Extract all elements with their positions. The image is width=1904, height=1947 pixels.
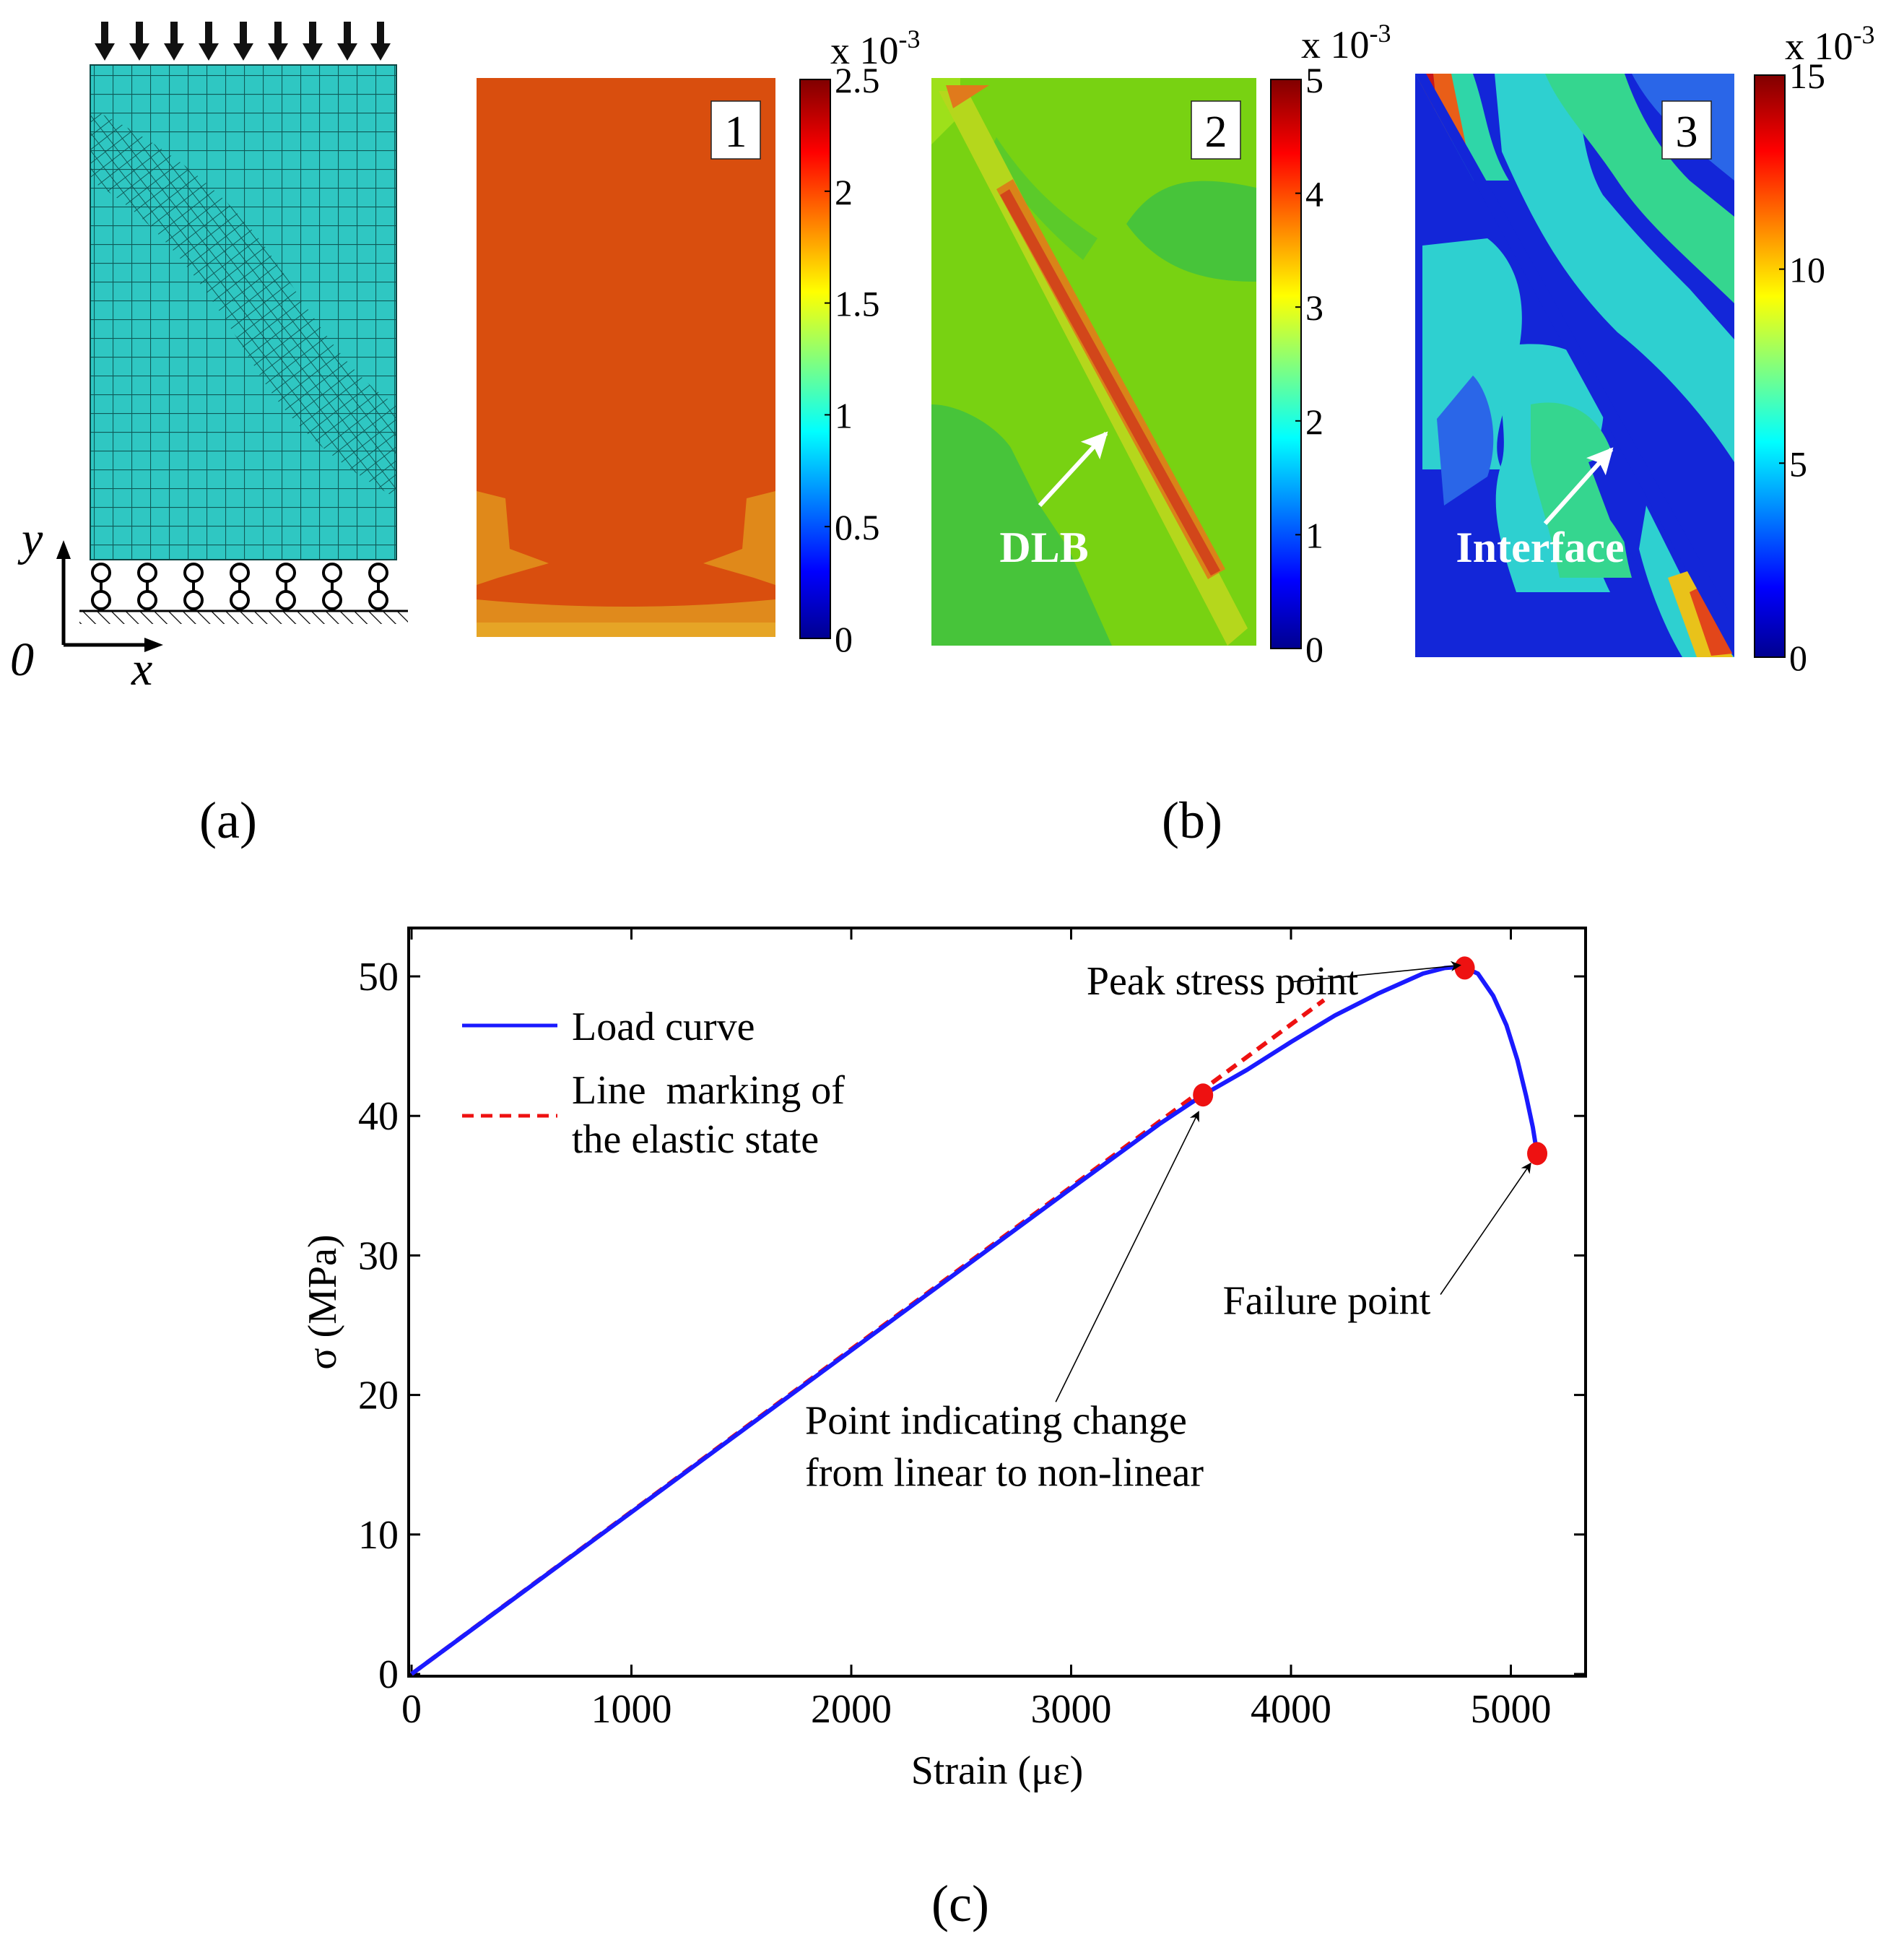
- x-tick-label: 1000: [591, 1687, 672, 1732]
- x-tick-label: 2000: [811, 1687, 892, 1732]
- x-tick-label: 0: [401, 1687, 422, 1732]
- panel-c-label: (c): [931, 1875, 989, 1933]
- colorbar-1-tick-label: 0: [835, 619, 853, 659]
- coordinate-axes: [56, 540, 163, 652]
- x-tick-label: 3000: [1031, 1687, 1112, 1732]
- axis-origin-label: 0: [10, 633, 34, 686]
- marker-failure: [1527, 1142, 1548, 1166]
- legend-label-load-curve: Load curve: [572, 1005, 755, 1049]
- colorbar-3-multiplier: x 10-3: [1785, 20, 1875, 68]
- peak-annotation-text: Peak stress point: [1087, 959, 1359, 1004]
- plot-frame: [407, 927, 1587, 1678]
- axis-x-label: x: [131, 643, 152, 695]
- y-tick-label: 20: [358, 1374, 399, 1418]
- panel-c-chart: 0 1000 2000 3000 4000 5000 0 10 20 30 40 50 Peak st…: [300, 927, 1587, 1933]
- x-tick-label: 5000: [1471, 1687, 1552, 1732]
- series-load-curve: [410, 964, 1539, 1676]
- y-tick-label: 10: [358, 1513, 399, 1558]
- marker-linear-limit: [1193, 1083, 1214, 1107]
- colorbar-2-tick-label: 4: [1305, 174, 1323, 214]
- panel-a-label: (a): [199, 792, 257, 849]
- marker-peak: [1454, 956, 1475, 980]
- map-2-id: 2: [1205, 108, 1227, 157]
- colorbar-3-tick-label: 5: [1789, 443, 1807, 484]
- failure-annotation-text: Failure point: [1223, 1279, 1431, 1324]
- y-tick-label: 40: [358, 1094, 399, 1139]
- contour-map-1: 1: [477, 78, 775, 637]
- contour-map-2: 2 DLB: [931, 78, 1256, 646]
- colorbar-3-tick-label: 15: [1789, 56, 1825, 96]
- failure-annotation-arrow: [1440, 1162, 1531, 1295]
- change-annotation-arrow: [1055, 1111, 1199, 1402]
- colorbar-3-tick-label: 0: [1789, 638, 1807, 678]
- y-tick-label: 0: [378, 1652, 399, 1697]
- colorbar-2-tick-label: 5: [1305, 60, 1323, 100]
- colorbar-1-tick-label: 2: [835, 172, 853, 212]
- colorbar-2-multiplier: x 10-3: [1301, 19, 1391, 66]
- colorbar-2-tick-label: 3: [1305, 287, 1323, 328]
- y-tick-label: 50: [358, 955, 399, 999]
- map-1-id: 1: [725, 108, 747, 157]
- axis-y-label: y: [17, 513, 43, 565]
- colorbar-2-tick-label: 0: [1305, 629, 1323, 669]
- y-axis-label: σ (MPa): [300, 1234, 345, 1369]
- colorbar-1: x 10-3 2.5 2 1.5 1 0.5 0: [799, 25, 921, 659]
- panel-b-label: (b): [1162, 792, 1222, 849]
- panel-a: y x 0 (a): [10, 22, 408, 849]
- mesh-band: [90, 108, 396, 498]
- colorbar-2: x 10-3 5 4 3 2 1 0: [1270, 19, 1391, 669]
- legend: Load curve Line marking of the elastic s…: [462, 1005, 845, 1162]
- map-3-annotation: Interface: [1456, 524, 1624, 571]
- colorbar-1-tick-label: 0.5: [835, 507, 880, 547]
- legend-label-elastic-line1: Line marking of: [572, 1068, 845, 1113]
- peak-annotation-arrow: [1290, 961, 1461, 983]
- ground-hatch: [79, 611, 408, 624]
- colorbar-1-multiplier: x 10-3: [830, 25, 921, 72]
- colorbar-2-tick-label: 2: [1305, 402, 1323, 442]
- annotation-layer: Peak stress point Point indicating change…: [805, 959, 1531, 1496]
- colorbar-1-tick-label: 1.5: [835, 284, 880, 324]
- axis-ticks: 0 1000 2000 3000 4000 5000 0 10 20 30 40 50: [358, 928, 1586, 1732]
- map-3-id: 3: [1676, 108, 1698, 157]
- colorbar-3-tick-label: 10: [1789, 250, 1825, 290]
- colorbar-1-tick-label: 2.5: [835, 60, 880, 100]
- x-axis-label: Strain (με): [911, 1748, 1084, 1793]
- colorbar-2-tick-label: 1: [1305, 515, 1323, 555]
- panel-b: 1 2 DLB: [477, 19, 1875, 849]
- legend-label-elastic-line2: the elastic state: [572, 1117, 819, 1162]
- roller-supports: [91, 563, 388, 610]
- change-annotation-text-line2: from linear to non-linear: [805, 1451, 1204, 1496]
- load-arrows: [95, 22, 391, 61]
- colorbar-1-tick-label: 1: [835, 395, 853, 435]
- map-2-annotation: DLB: [999, 524, 1088, 571]
- x-tick-label: 4000: [1251, 1687, 1331, 1732]
- contour-map-3: 3 Interface: [1415, 74, 1734, 657]
- change-annotation-text: Point indicating change: [805, 1399, 1187, 1444]
- colorbar-3: x 10-3 15 10 5 0: [1754, 20, 1875, 678]
- y-tick-label: 30: [358, 1233, 399, 1278]
